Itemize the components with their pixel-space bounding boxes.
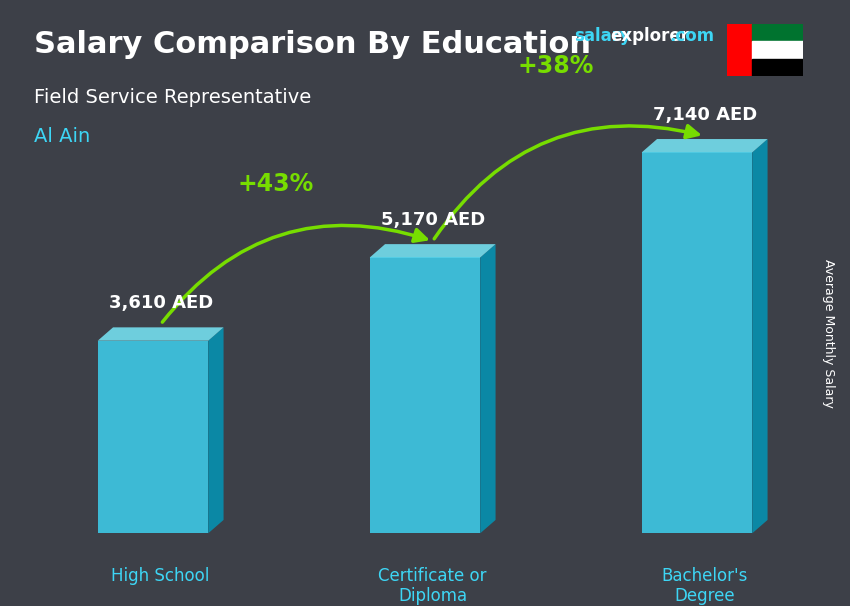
Text: 7,140 AED: 7,140 AED xyxy=(653,106,757,124)
Bar xyxy=(752,59,803,76)
Text: +43%: +43% xyxy=(237,171,314,196)
Text: Field Service Representative: Field Service Representative xyxy=(34,88,311,107)
Text: salary: salary xyxy=(574,27,631,45)
Text: Certificate or
Diploma: Certificate or Diploma xyxy=(378,567,487,605)
Text: High School: High School xyxy=(111,567,210,585)
Text: Salary Comparison By Education: Salary Comparison By Education xyxy=(34,30,591,59)
Text: .com: .com xyxy=(669,27,714,45)
Text: Average Monthly Salary: Average Monthly Salary xyxy=(822,259,836,408)
Text: 3,610 AED: 3,610 AED xyxy=(109,294,212,312)
Text: Al Ain: Al Ain xyxy=(34,127,90,146)
Text: +38%: +38% xyxy=(518,55,594,78)
Bar xyxy=(727,24,752,76)
Bar xyxy=(752,41,803,59)
Bar xyxy=(752,24,803,41)
Text: 5,170 AED: 5,170 AED xyxy=(381,211,484,229)
Text: Bachelor's
Degree: Bachelor's Degree xyxy=(661,567,748,605)
Text: explorer: explorer xyxy=(610,27,689,45)
